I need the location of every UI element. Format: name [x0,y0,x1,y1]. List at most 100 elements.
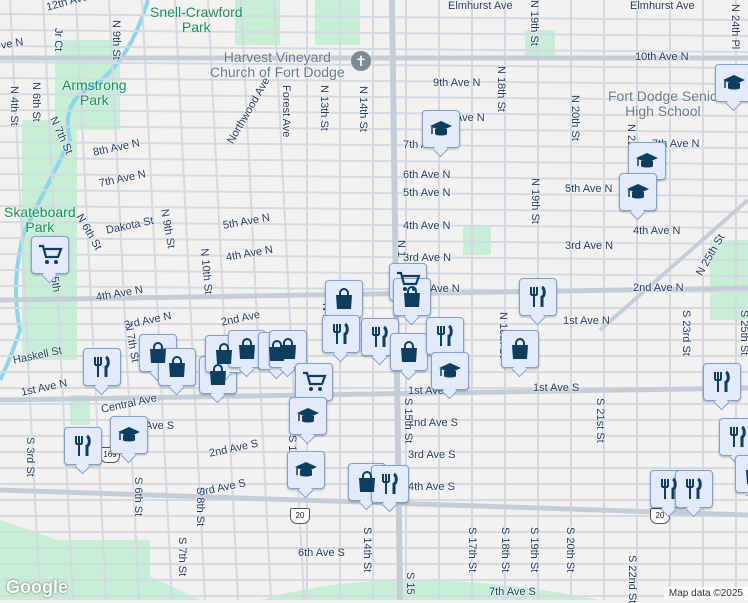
food-marker[interactable] [519,278,557,316]
school-icon [430,121,452,136]
street [207,0,239,600]
bag-icon [746,470,748,484]
street-label: 2nd Ave N [633,282,684,294]
major-road [0,285,748,303]
food-icon [686,477,702,499]
park-label[interactable]: Armstrong Park [62,77,127,108]
street-label: S 23rd St [680,310,692,356]
street-label: 10th Ave N [635,51,689,63]
food-icon [437,324,453,346]
food-icon [333,322,349,344]
park-area [463,225,491,255]
poi-label[interactable]: Fort Dodge Senio High School [608,88,718,119]
church-icon[interactable]: ✝ [351,51,371,71]
street-label: 9th Ave N [433,77,481,89]
street-label: Ave S [145,420,175,432]
railroad [598,198,748,332]
street-label: Elmhurst Ave [448,0,513,12]
food-marker[interactable] [719,418,748,456]
park-label[interactable]: Skateboard Park [4,204,76,235]
street-label: N 4th St [8,86,20,126]
food-icon [530,285,546,307]
food-marker[interactable] [322,315,360,353]
street-label: 3rd Ave N [403,252,452,264]
bag-icon [280,338,296,359]
street-label: 4th Ave S [408,481,455,493]
food-marker[interactable] [361,318,399,356]
food-marker[interactable] [64,427,102,465]
school-marker[interactable] [289,397,327,435]
school-icon [118,427,140,442]
street-label: N 19th St [529,178,541,224]
bag-marker[interactable] [735,455,748,493]
bag-marker[interactable] [205,335,243,373]
cart-icon [303,371,327,391]
street-label: S 15th St [402,398,414,444]
street-label: N 18th St [495,66,507,112]
food-marker[interactable] [703,363,741,401]
school-marker[interactable] [110,416,148,454]
street-label: 6th Ave S [298,547,345,559]
food-icon [730,425,746,447]
street-label: N 20th St [569,95,581,141]
food-marker[interactable] [371,465,409,503]
bag-marker[interactable] [501,330,539,368]
street-label: 4th Ave N [633,225,681,237]
bag-icon [336,288,352,309]
street-label: 5th Ave N [565,183,613,195]
cart-marker[interactable] [31,236,69,274]
street-label: S 14th St [361,527,373,573]
food-icon [661,477,677,499]
park-area [710,240,748,320]
food-marker[interactable] [426,317,464,355]
school-icon [723,75,745,90]
bag-marker[interactable] [325,280,363,318]
street-label: N 14th St [357,86,369,132]
bag-marker[interactable] [393,278,431,316]
street-label: N 19th St [528,0,540,46]
map-attribution[interactable]: Map data ©2025 [663,587,748,600]
school-marker[interactable] [715,64,748,102]
school-marker[interactable] [619,173,657,211]
park-label[interactable]: Snell-Crawford Park [150,4,243,35]
food-marker[interactable] [675,470,713,508]
street-label: S 19th St [528,527,540,573]
bag-marker[interactable] [390,333,428,371]
school-marker[interactable] [422,110,460,148]
street-label: N 1 [395,240,407,258]
cart-marker[interactable] [295,363,333,401]
food-icon [94,355,110,377]
bag-icon [210,364,226,385]
bag-icon [404,286,420,307]
bag-icon [216,343,232,364]
school-icon [297,408,319,423]
food-marker[interactable] [650,470,688,508]
street-label: Elmhurst Ave [630,0,695,12]
street-label: 3rd Ave S [408,449,456,461]
street-label: N 13th St [318,85,330,131]
highway-shield: 20 [290,508,310,524]
street-label: N 6th St [30,82,42,122]
school-marker[interactable] [628,142,666,180]
street-label: 3rd Ave N [565,240,614,252]
bag-icon [239,338,255,359]
school-icon [295,462,317,477]
bag-marker[interactable] [228,330,266,368]
park-area [55,40,120,130]
street-label: S 21st St [594,398,606,443]
street-label: N 9th St [110,20,122,60]
school-marker[interactable] [431,352,469,390]
food-icon [382,472,398,494]
street-label: Jr Ct [52,28,64,52]
bag-marker[interactable] [269,330,307,368]
street-label: 1st Ave S [533,382,580,394]
street-label: Ave N [430,283,460,295]
bag-marker[interactable] [158,348,196,386]
street-label: S 8th St [194,487,206,527]
street-label: S 18th St [499,527,511,573]
food-marker[interactable] [83,348,121,386]
poi-label[interactable]: Harvest Vineyard Church of Fort Dodge [210,49,345,80]
school-marker[interactable] [287,451,325,489]
cart-icon [39,244,63,264]
bag-marker[interactable] [348,463,386,501]
